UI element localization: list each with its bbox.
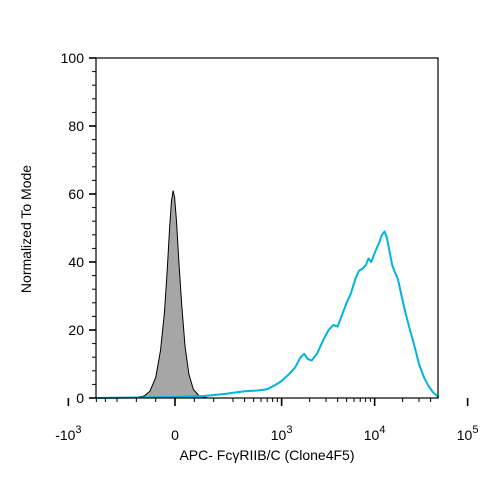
y-axis-title: Normalized To Mode [18,165,34,293]
y-tick-label: 40 [68,254,84,270]
axes: 0 20 40 60 80 100 -103 0 103 104 105 [55,50,478,443]
x-tick-label: 105 [457,424,479,443]
histogram-series-filled [132,190,209,399]
plot-area [95,190,439,399]
histogram-series-line [95,230,439,399]
x-tick-label: -103 [55,424,81,443]
y-tick-label: 80 [68,118,84,134]
y-tick-label: 20 [68,322,84,338]
x-tick-label: 104 [364,424,386,443]
y-tick-label: 0 [76,390,84,406]
x-tick-label: 0 [171,427,179,443]
x-axis-title: APC- FcγRIIB/C (Clone4F5) [179,447,354,463]
y-tick-label: 60 [68,186,84,202]
x-tick-label: 103 [271,424,293,443]
y-tick-label: 100 [61,50,85,66]
plot-frame [95,57,439,399]
